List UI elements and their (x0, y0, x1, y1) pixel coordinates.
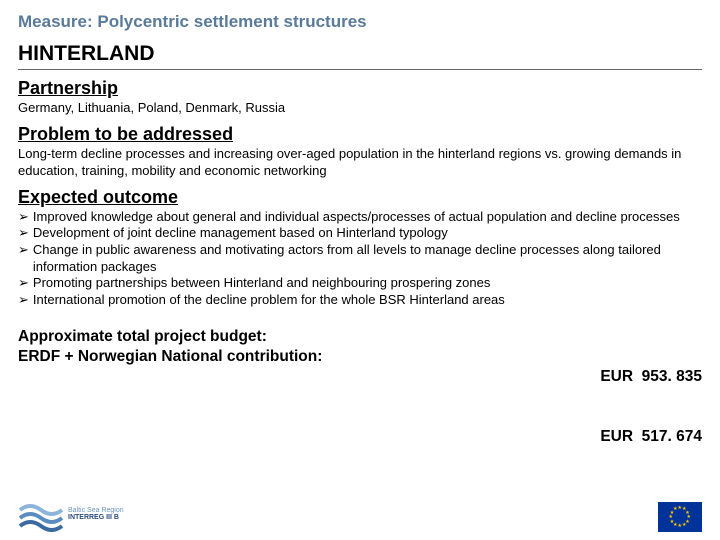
budget-values: EUR 953. 835 EUR 517. 674 (600, 327, 702, 488)
bullet-marker: ➢ (18, 292, 29, 309)
outcome-item: ➢International promotion of the decline … (18, 292, 702, 309)
outcome-heading: Expected outcome (18, 187, 702, 208)
outcome-item-text: Improved knowledge about general and ind… (33, 209, 680, 226)
waves-icon (18, 496, 64, 532)
bullet-marker: ➢ (18, 209, 29, 226)
budget-value-2: EUR 517. 674 (600, 427, 702, 447)
outcome-item-text: Change in public awareness and motivatin… (33, 242, 702, 275)
problem-heading: Problem to be addressed (18, 124, 702, 145)
bullet-marker: ➢ (18, 225, 29, 242)
problem-text: Long-term decline processes and increasi… (18, 146, 702, 179)
footer: Baltic Sea Region INTERREG III B ★★★★★★★… (18, 496, 702, 532)
partnership-text: Germany, Lithuania, Poland, Denmark, Rus… (18, 100, 702, 116)
outcome-item-text: Promoting partnerships between Hinterlan… (33, 275, 490, 292)
interreg-logo: Baltic Sea Region INTERREG III B (18, 496, 124, 532)
outcome-item-text: International promotion of the decline p… (33, 292, 505, 309)
bullet-marker: ➢ (18, 242, 29, 275)
title-separator (18, 69, 702, 70)
bullet-marker: ➢ (18, 275, 29, 292)
outcome-item: ➢Development of joint decline management… (18, 225, 702, 242)
main-title: HINTERLAND (18, 42, 702, 66)
outcome-item: ➢Improved knowledge about general and in… (18, 209, 702, 226)
eu-flag-icon: ★★★★★★★★★★★★ (658, 502, 702, 532)
interreg-line2: INTERREG III B (68, 514, 124, 521)
eu-star: ★ (682, 522, 686, 528)
budget-value-1: EUR 953. 835 (600, 367, 702, 387)
outcome-item: ➢Change in public awareness and motivati… (18, 242, 702, 275)
eu-star: ★ (673, 506, 677, 512)
outcome-item: ➢Promoting partnerships between Hinterla… (18, 275, 702, 292)
budget-block: Approximate total project budget: ERDF +… (18, 327, 702, 488)
outcome-list: ➢Improved knowledge about general and in… (18, 209, 702, 309)
budget-label-2: ERDF + Norwegian National contribution: (18, 347, 322, 367)
eu-star: ★ (678, 523, 682, 529)
interreg-line1: Baltic Sea Region (68, 507, 124, 514)
outcome-item-text: Development of joint decline management … (33, 225, 448, 242)
budget-labels: Approximate total project budget: ERDF +… (18, 327, 322, 488)
interreg-text: Baltic Sea Region INTERREG III B (68, 507, 124, 522)
budget-label-1: Approximate total project budget: (18, 327, 322, 347)
partnership-heading: Partnership (18, 78, 702, 99)
measure-title: Measure: Polycentric settlement structur… (18, 12, 702, 32)
